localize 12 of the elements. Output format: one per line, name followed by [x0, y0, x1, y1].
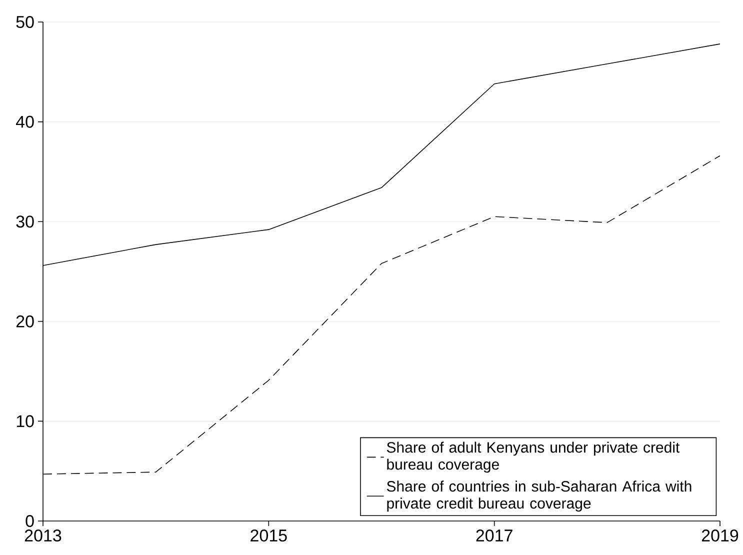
y-tick-label: 0 — [26, 514, 34, 528]
x-tick-label: 2019 — [702, 529, 738, 542]
legend-label: Share of adult Kenyans under private credit bureau coverage — [386, 442, 680, 473]
y-tick-label: 20 — [16, 315, 34, 328]
x-tick-label: 2015 — [250, 529, 287, 542]
y-tick-label: 10 — [16, 415, 34, 428]
x-tick-label: 2013 — [24, 529, 62, 542]
y-tick-label: 30 — [16, 216, 34, 228]
legend-label: Share of countries in sub-Saharan Africa with private credit bureau coverage — [386, 480, 692, 512]
y-tick-label: 40 — [16, 116, 34, 128]
x-tick-label: 2017 — [476, 529, 512, 542]
y-tick-label: 50 — [16, 16, 34, 28]
